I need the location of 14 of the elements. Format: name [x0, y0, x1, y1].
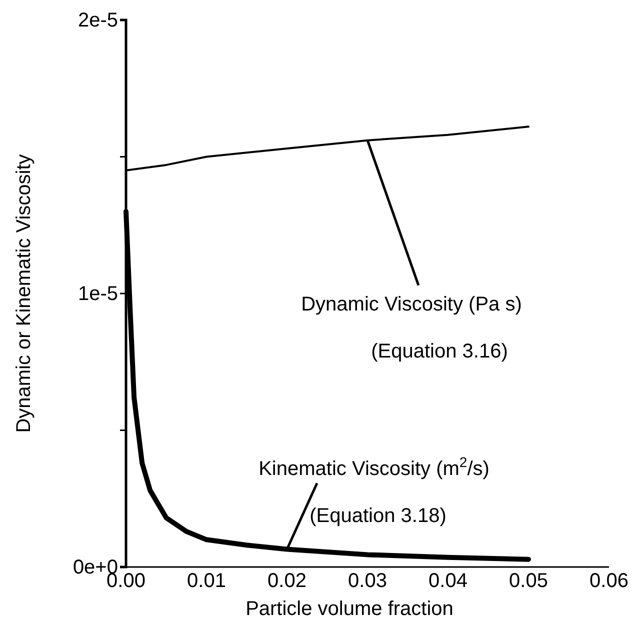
x-tick-label: 0.06 [590, 570, 628, 592]
x-axis-title: Particle volume fraction [246, 598, 454, 620]
y-tick-label: 1e-5 [78, 282, 118, 305]
annotation: Kinematic Viscosity (m$^{2}$/s) [258, 454, 490, 480]
x-tick-label: 0.04 [428, 570, 468, 592]
annotation: (Equation 3.16) [371, 340, 508, 362]
x-tick-label: 0.05 [509, 570, 548, 592]
y-tick-label: 2e-5 [78, 9, 118, 32]
x-tick-label: 0.01 [187, 570, 226, 592]
x-tick-label: 0.03 [348, 570, 387, 592]
y-axis-title: Dynamic or Kinematic Viscosity [13, 154, 35, 433]
annotation: (Equation 3.18) [310, 505, 446, 528]
annotation: Dynamic Viscosity (Pa s) [301, 293, 522, 316]
x-tick-label: 0.02 [268, 570, 306, 592]
